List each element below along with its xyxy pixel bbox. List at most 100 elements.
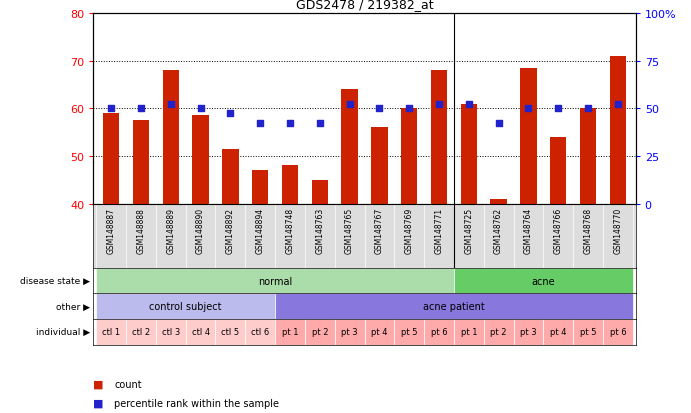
Text: pt 4: pt 4 bbox=[550, 328, 567, 337]
Text: acne patient: acne patient bbox=[423, 301, 485, 311]
Bar bbox=[126, 319, 156, 345]
Point bbox=[225, 111, 236, 117]
Bar bbox=[275, 294, 633, 319]
Point bbox=[255, 120, 266, 127]
Text: pt 3: pt 3 bbox=[341, 328, 358, 337]
Text: GSM148762: GSM148762 bbox=[494, 207, 503, 253]
Text: other ▶: other ▶ bbox=[56, 302, 90, 311]
Title: GDS2478 / 219382_at: GDS2478 / 219382_at bbox=[296, 0, 433, 12]
Bar bbox=[223, 150, 238, 204]
Bar bbox=[454, 268, 633, 294]
Bar bbox=[609, 57, 626, 204]
Point bbox=[344, 101, 355, 108]
Text: ■: ■ bbox=[93, 379, 104, 389]
Point bbox=[314, 120, 325, 127]
Text: GSM148767: GSM148767 bbox=[375, 207, 384, 253]
Text: pt 5: pt 5 bbox=[401, 328, 417, 337]
Text: GSM148769: GSM148769 bbox=[405, 207, 414, 253]
Bar bbox=[461, 104, 477, 204]
Text: ctl 2: ctl 2 bbox=[132, 328, 150, 337]
Text: ctl 5: ctl 5 bbox=[221, 328, 240, 337]
Text: GSM148889: GSM148889 bbox=[167, 207, 176, 253]
Text: GSM148768: GSM148768 bbox=[583, 207, 593, 253]
Bar bbox=[133, 121, 149, 204]
Bar bbox=[162, 71, 179, 204]
Text: GSM148771: GSM148771 bbox=[435, 207, 444, 253]
Text: GSM148888: GSM148888 bbox=[136, 207, 146, 253]
Text: ctl 1: ctl 1 bbox=[102, 328, 120, 337]
Bar bbox=[371, 128, 388, 204]
Bar bbox=[103, 114, 120, 204]
Point bbox=[285, 120, 296, 127]
Text: pt 2: pt 2 bbox=[491, 328, 507, 337]
Bar bbox=[252, 171, 268, 204]
Text: GSM148770: GSM148770 bbox=[614, 207, 623, 253]
Point bbox=[195, 106, 206, 112]
Text: ctl 4: ctl 4 bbox=[191, 328, 209, 337]
Point bbox=[523, 106, 534, 112]
Text: pt 5: pt 5 bbox=[580, 328, 596, 337]
Text: disease state ▶: disease state ▶ bbox=[20, 276, 90, 285]
Bar bbox=[96, 319, 126, 345]
Text: ctl 3: ctl 3 bbox=[162, 328, 180, 337]
Text: control subject: control subject bbox=[149, 301, 222, 311]
Bar bbox=[454, 319, 484, 345]
Bar bbox=[395, 319, 424, 345]
Bar bbox=[96, 268, 454, 294]
Text: pt 1: pt 1 bbox=[282, 328, 299, 337]
Bar bbox=[312, 180, 328, 204]
Text: GSM148894: GSM148894 bbox=[256, 207, 265, 253]
Text: pt 1: pt 1 bbox=[461, 328, 477, 337]
Text: normal: normal bbox=[258, 276, 292, 286]
Bar bbox=[573, 319, 603, 345]
Text: count: count bbox=[114, 379, 142, 389]
Bar bbox=[401, 109, 417, 204]
Bar bbox=[430, 71, 447, 204]
Text: GSM148766: GSM148766 bbox=[553, 207, 562, 253]
Bar bbox=[305, 319, 334, 345]
Point bbox=[165, 101, 176, 108]
Bar bbox=[365, 319, 395, 345]
Bar bbox=[186, 319, 216, 345]
Text: pt 6: pt 6 bbox=[430, 328, 447, 337]
Bar bbox=[282, 166, 299, 204]
Bar bbox=[520, 69, 537, 204]
Text: pt 2: pt 2 bbox=[312, 328, 328, 337]
Bar bbox=[334, 319, 365, 345]
Bar bbox=[580, 109, 596, 204]
Text: GSM148725: GSM148725 bbox=[464, 207, 473, 253]
Point bbox=[106, 106, 117, 112]
Text: acne: acne bbox=[531, 276, 555, 286]
Bar bbox=[216, 319, 245, 345]
Bar bbox=[491, 199, 507, 204]
Text: ■: ■ bbox=[93, 398, 104, 408]
Bar bbox=[275, 319, 305, 345]
Text: pt 6: pt 6 bbox=[609, 328, 626, 337]
Bar bbox=[245, 319, 275, 345]
Text: GSM148763: GSM148763 bbox=[315, 207, 324, 253]
Text: GSM148765: GSM148765 bbox=[345, 207, 354, 253]
Text: individual ▶: individual ▶ bbox=[36, 328, 90, 337]
Point bbox=[463, 101, 474, 108]
Text: GSM148764: GSM148764 bbox=[524, 207, 533, 253]
Point bbox=[553, 106, 564, 112]
Text: GSM148890: GSM148890 bbox=[196, 207, 205, 253]
Bar bbox=[96, 294, 275, 319]
Point bbox=[493, 120, 504, 127]
Point bbox=[612, 101, 623, 108]
Text: GSM148887: GSM148887 bbox=[106, 207, 115, 253]
Bar bbox=[156, 319, 186, 345]
Bar bbox=[550, 138, 567, 204]
Text: GSM148892: GSM148892 bbox=[226, 207, 235, 253]
Point bbox=[433, 101, 444, 108]
Bar bbox=[192, 116, 209, 204]
Bar bbox=[603, 319, 633, 345]
Bar bbox=[513, 319, 543, 345]
Bar bbox=[543, 319, 573, 345]
Point bbox=[404, 106, 415, 112]
Text: ctl 6: ctl 6 bbox=[251, 328, 269, 337]
Point bbox=[135, 106, 146, 112]
Text: pt 4: pt 4 bbox=[371, 328, 388, 337]
Bar bbox=[341, 90, 358, 204]
Bar bbox=[484, 319, 513, 345]
